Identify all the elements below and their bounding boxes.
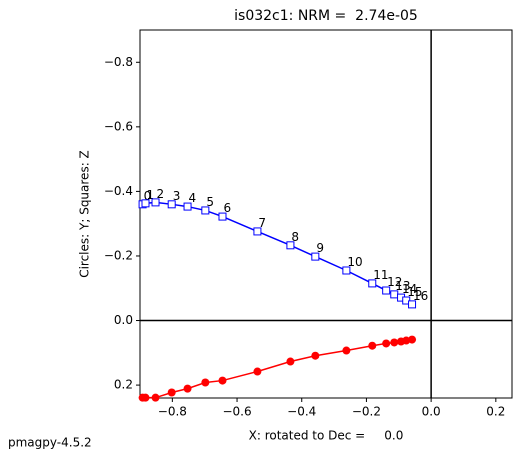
y-tick-label: −0.8 xyxy=(104,55,133,69)
point xyxy=(311,351,320,360)
footer: pmagpy-4.5.2 xyxy=(8,436,92,450)
point xyxy=(408,335,417,344)
chart-title: is032c1: NRM = 2.74e-05 xyxy=(234,8,418,24)
point-label: 3 xyxy=(173,189,181,203)
point xyxy=(253,227,262,236)
x-tick-label: −0.4 xyxy=(287,405,316,419)
point xyxy=(382,339,391,348)
point xyxy=(286,241,295,250)
y-tick-label: −0.6 xyxy=(104,119,133,133)
point-label: 6 xyxy=(223,201,231,215)
point-label: 15 xyxy=(407,285,422,299)
x-tick-label: 0.2 xyxy=(486,405,505,419)
point xyxy=(151,393,160,402)
point xyxy=(201,378,210,387)
y-axis-label: Circles: Y; Squares: Z xyxy=(78,150,92,278)
point-label: 2 xyxy=(157,187,165,201)
point xyxy=(311,252,320,261)
point-label: 13 xyxy=(395,279,410,293)
y-tick-label: 0.0 xyxy=(114,313,133,327)
y-tick-label: −0.2 xyxy=(104,248,133,262)
point-label: 7 xyxy=(258,216,266,230)
point xyxy=(390,338,399,347)
point-label: 10 xyxy=(347,255,362,269)
point-label: 11 xyxy=(373,268,388,282)
point xyxy=(342,346,351,355)
point-label: 5 xyxy=(206,195,214,209)
point xyxy=(368,279,377,288)
point xyxy=(382,286,391,295)
x-tick-label: 0.0 xyxy=(422,405,441,419)
series-line xyxy=(142,201,413,306)
point xyxy=(151,198,160,207)
point-label: 8 xyxy=(291,230,299,244)
point xyxy=(201,206,210,215)
plot-frame xyxy=(139,29,513,399)
point xyxy=(183,202,192,211)
point xyxy=(167,200,176,209)
point-label: 9 xyxy=(316,241,324,255)
point xyxy=(368,341,377,350)
point-label: 12 xyxy=(387,275,402,289)
x-tick-label: −0.2 xyxy=(352,405,381,419)
point xyxy=(141,393,150,402)
x-tick-label: −0.6 xyxy=(222,405,251,419)
point xyxy=(253,367,262,376)
point xyxy=(218,376,227,385)
point xyxy=(183,384,192,393)
y-tick-label: 0.2 xyxy=(114,378,133,392)
point xyxy=(286,357,295,366)
x-axis-label: X: rotated to Dec = 0.0 xyxy=(249,429,404,443)
point-label: 16 xyxy=(413,289,428,303)
point-label: 1 xyxy=(146,188,154,202)
point-label: 14 xyxy=(402,282,417,296)
point xyxy=(218,212,227,221)
point xyxy=(141,199,150,208)
point xyxy=(342,266,351,275)
point xyxy=(408,300,417,309)
x-tick-label: −0.8 xyxy=(158,405,187,419)
point-label: 0 xyxy=(144,189,152,203)
y-tick-label: −0.4 xyxy=(104,184,133,198)
point xyxy=(167,388,176,397)
point-label: 4 xyxy=(189,191,197,205)
